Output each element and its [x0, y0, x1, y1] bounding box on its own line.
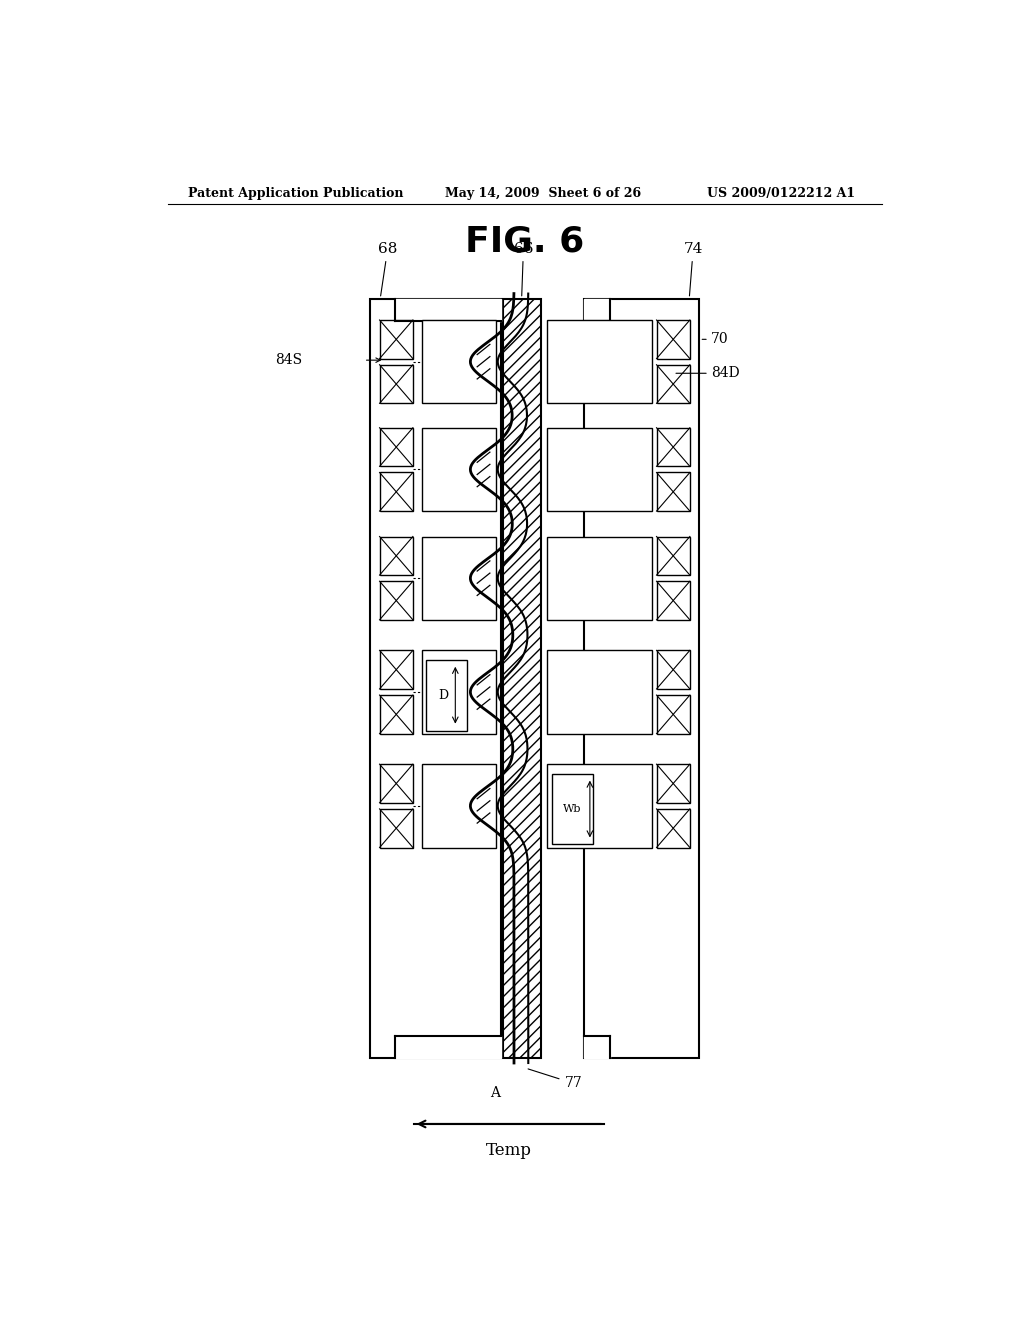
Text: Temp: Temp: [486, 1142, 531, 1159]
Text: Wb: Wb: [563, 804, 582, 814]
Text: 68: 68: [378, 242, 397, 296]
Bar: [380, 651, 413, 689]
Bar: [380, 428, 413, 466]
Bar: [656, 809, 690, 847]
Bar: [380, 473, 413, 511]
Bar: [422, 764, 497, 847]
Bar: [503, 298, 541, 1057]
Polygon shape: [585, 298, 609, 321]
Text: 70: 70: [712, 333, 729, 346]
Bar: [656, 319, 690, 359]
Bar: [656, 473, 690, 511]
Text: May 14, 2009  Sheet 6 of 26: May 14, 2009 Sheet 6 of 26: [445, 187, 642, 201]
Bar: [656, 581, 690, 620]
Polygon shape: [395, 298, 501, 321]
Bar: [380, 364, 413, 404]
Text: FIG. 6: FIG. 6: [465, 224, 585, 259]
Bar: [380, 809, 413, 847]
Text: 74: 74: [684, 242, 702, 296]
Text: A: A: [489, 1086, 500, 1101]
Bar: [380, 319, 413, 359]
Text: 77: 77: [528, 1069, 583, 1090]
Bar: [547, 764, 651, 847]
Bar: [656, 364, 690, 404]
Bar: [370, 298, 501, 1057]
Bar: [547, 319, 651, 404]
Bar: [422, 651, 497, 734]
Bar: [422, 319, 497, 404]
Bar: [656, 428, 690, 466]
Text: US 2009/0122212 A1: US 2009/0122212 A1: [708, 187, 855, 201]
Bar: [656, 536, 690, 576]
Bar: [380, 764, 413, 803]
Bar: [552, 774, 593, 845]
Text: Patent Application Publication: Patent Application Publication: [187, 187, 403, 201]
Bar: [585, 298, 699, 1057]
Text: 84D: 84D: [712, 366, 740, 380]
Bar: [422, 428, 497, 511]
Text: D: D: [438, 689, 449, 702]
Bar: [547, 536, 651, 620]
Bar: [380, 536, 413, 576]
Bar: [547, 651, 651, 734]
Polygon shape: [585, 1036, 609, 1057]
Text: 84S: 84S: [275, 354, 303, 367]
Bar: [380, 581, 413, 620]
Bar: [422, 536, 497, 620]
Bar: [426, 660, 467, 731]
Bar: [656, 696, 690, 734]
Bar: [547, 428, 651, 511]
Bar: [380, 696, 413, 734]
Bar: [656, 764, 690, 803]
Text: 66: 66: [514, 242, 534, 296]
Bar: [656, 651, 690, 689]
Polygon shape: [395, 1036, 501, 1057]
